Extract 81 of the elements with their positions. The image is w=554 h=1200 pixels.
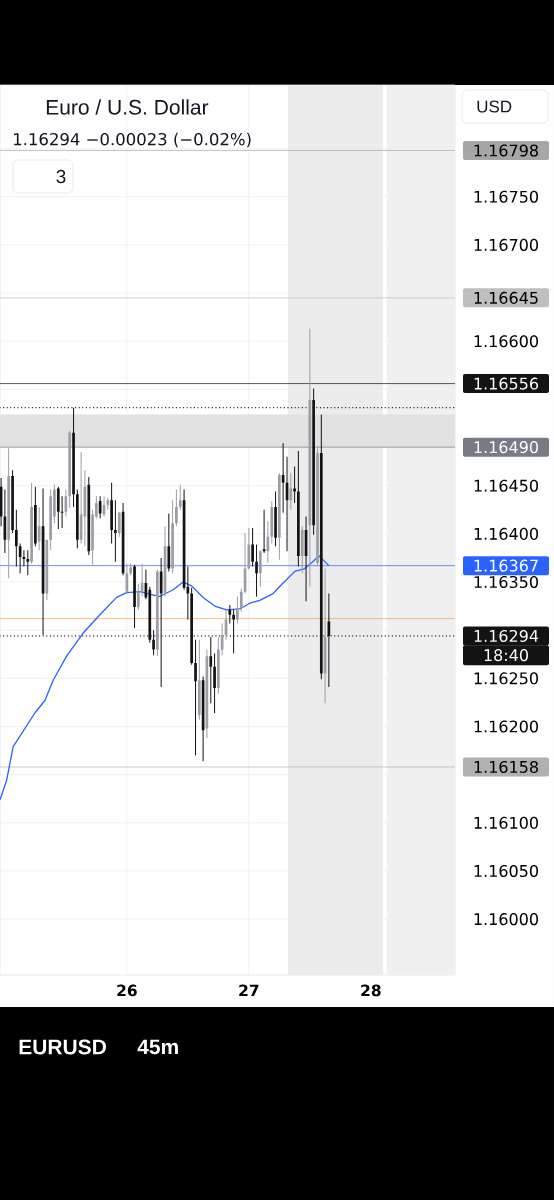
candlestick — [72, 407, 75, 507]
candlestick — [117, 511, 121, 537]
candlestick — [236, 596, 239, 624]
y-tick-label: 1.16600 — [474, 335, 538, 348]
candlestick — [15, 509, 18, 567]
candlestick — [258, 550, 262, 587]
candlestick — [133, 564, 136, 629]
ref-line-label: 1.16645 — [474, 291, 538, 304]
y-tick-label: 1.16200 — [474, 720, 538, 733]
y-tick-label: 1.16750 — [474, 190, 538, 203]
y-tick-label: 1.16700 — [474, 238, 538, 251]
text: 45m — [137, 1039, 178, 1055]
candlestick — [37, 506, 41, 551]
candlestick — [167, 513, 171, 572]
x-tick-label: 28 — [361, 984, 381, 997]
text: EURUSD — [19, 1039, 106, 1055]
y-tick-label: 1.16100 — [474, 816, 538, 829]
candlestick — [293, 466, 296, 504]
y-tick-label: 1.16400 — [474, 527, 538, 540]
candlestick — [197, 639, 201, 720]
y-tick-label: 1.16250 — [474, 672, 538, 685]
candlestick — [255, 544, 258, 597]
candlestick — [159, 557, 163, 687]
text: 18:40 — [484, 649, 528, 662]
candlestick — [274, 491, 277, 547]
candlestick — [45, 539, 49, 601]
y-tick-label: 1.16350 — [474, 575, 538, 589]
candlestick — [114, 500, 117, 562]
text: Euro / U.S. Dollar — [46, 99, 209, 115]
candlestick — [34, 486, 37, 547]
candlestick — [277, 473, 281, 560]
candlestick — [30, 482, 33, 564]
candlestick — [297, 451, 300, 567]
candlestick — [22, 550, 26, 567]
candlestick — [251, 528, 254, 567]
candlestick — [186, 566, 190, 620]
candlestick — [110, 482, 113, 544]
candlestick — [75, 489, 79, 549]
candlestick — [262, 509, 266, 554]
candlestick — [26, 550, 30, 576]
candlestick — [281, 443, 285, 513]
y-tick-label: 1.16000 — [474, 913, 538, 926]
x-tick-label: 27 — [239, 984, 259, 997]
candlestick — [7, 448, 11, 579]
candlestick — [11, 470, 14, 533]
ref-line-label: 1.16556 — [474, 377, 539, 390]
annotation: 3 — [56, 169, 66, 184]
candlestick — [194, 639, 197, 756]
ref-line-label: 1.16294 — [474, 629, 539, 642]
candlestick — [228, 605, 232, 624]
candlestick — [285, 456, 289, 552]
ref-line-label: 1.16490 — [474, 441, 538, 454]
candlestick — [49, 489, 52, 551]
ref-line-label: 1.16798 — [474, 144, 538, 157]
candlestick — [213, 653, 216, 713]
candlestick — [308, 328, 312, 587]
candlestick — [56, 486, 60, 530]
candlestick — [232, 609, 235, 654]
text: 1.16294 −0.00023 (−0.02%) — [14, 132, 251, 148]
candlestick — [171, 500, 174, 574]
candlestick — [136, 583, 140, 610]
candlestick — [209, 636, 213, 704]
x-tick-label: 26 — [117, 984, 137, 997]
y-tick-label: 1.16450 — [474, 479, 538, 492]
candlestick — [239, 588, 243, 612]
text: USD — [477, 100, 512, 113]
candlestick — [316, 446, 319, 567]
candlestick — [87, 477, 91, 556]
candlestick — [300, 526, 304, 574]
candlestick — [175, 489, 178, 527]
candlestick — [289, 473, 293, 510]
candlestick — [129, 563, 132, 576]
candlestick — [60, 496, 64, 529]
candlestick — [217, 636, 220, 694]
candlestick — [68, 430, 71, 508]
candlestick — [156, 569, 159, 657]
ref-line-label: 1.16367 — [474, 559, 538, 572]
candlestick — [178, 484, 182, 510]
ref-line-label: 1.16158 — [474, 760, 538, 773]
y-tick-label: 1.16050 — [474, 864, 538, 878]
candlestick — [270, 501, 274, 544]
